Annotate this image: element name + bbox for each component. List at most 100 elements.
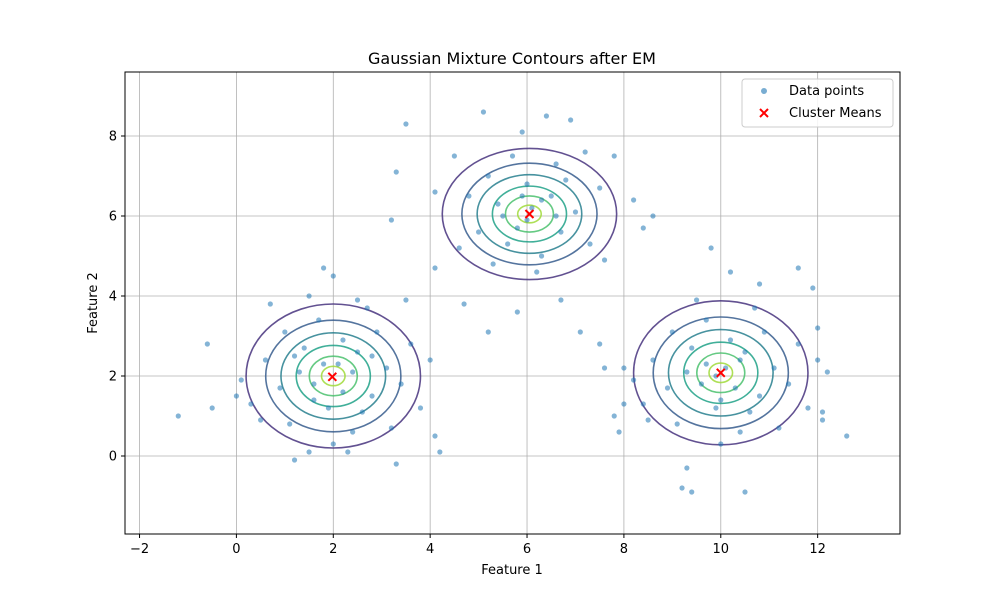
data-point — [621, 401, 627, 407]
data-point — [238, 377, 244, 383]
data-point — [601, 257, 608, 263]
y-tick-label: 8 — [109, 130, 117, 145]
contour-line — [320, 365, 346, 387]
data-point — [650, 357, 656, 363]
data-point — [810, 285, 816, 291]
data-point — [689, 489, 695, 495]
data-point — [679, 485, 685, 491]
data-point — [456, 245, 462, 251]
data-point — [291, 353, 298, 359]
data-point — [645, 417, 651, 423]
data-point — [398, 381, 404, 387]
data-point — [427, 357, 433, 363]
contour-line — [708, 362, 734, 384]
contour-line — [516, 204, 543, 224]
x-tick-label: 0 — [232, 542, 240, 557]
data-point — [795, 341, 801, 347]
data-point — [640, 225, 646, 231]
data-point — [703, 361, 709, 367]
data-point — [287, 421, 293, 427]
data-point — [693, 297, 700, 303]
data-point — [597, 341, 603, 347]
y-axis-label: Feature 2 — [86, 272, 101, 334]
data-point — [674, 421, 680, 427]
contour-line — [504, 195, 555, 233]
data-point — [485, 173, 491, 179]
data-point — [393, 461, 399, 467]
data-point — [742, 349, 748, 355]
contour-line — [696, 352, 746, 394]
data-point — [514, 309, 520, 315]
data-point — [514, 225, 520, 231]
data-point — [388, 217, 395, 223]
data-point — [209, 405, 215, 411]
x-tick-label: −2 — [130, 542, 149, 557]
contour-line — [308, 355, 359, 397]
data-point — [403, 121, 409, 127]
data-point — [543, 113, 550, 119]
x-axis-label: Feature 1 — [481, 563, 543, 578]
data-point — [490, 261, 496, 267]
data-point — [805, 405, 811, 411]
data-point — [204, 341, 210, 347]
data-point — [369, 353, 375, 359]
data-point — [785, 381, 792, 387]
contour-line — [245, 303, 422, 449]
data-point — [354, 297, 361, 303]
data-point — [248, 401, 254, 407]
data-point — [335, 361, 341, 367]
x-tick-label: 2 — [329, 542, 337, 557]
data-point — [756, 393, 763, 399]
legend-marker-cluster-means — [759, 108, 769, 118]
data-point — [756, 281, 763, 287]
data-point — [708, 245, 714, 251]
data-point — [509, 153, 516, 159]
data-point — [461, 301, 467, 307]
data-point — [640, 401, 646, 407]
data-point — [737, 357, 743, 363]
contour-line — [461, 162, 598, 266]
data-point — [630, 377, 637, 383]
data-point — [558, 229, 564, 235]
data-point — [437, 449, 443, 455]
data-points — [175, 109, 850, 495]
y-tick-label: 0 — [109, 450, 117, 465]
data-point — [568, 117, 574, 123]
data-point — [320, 361, 327, 367]
data-point — [432, 189, 438, 195]
data-point — [316, 317, 322, 323]
chart-title: Gaussian Mixture Contours after EM — [368, 49, 656, 68]
data-point — [350, 429, 356, 435]
data-point — [732, 385, 738, 391]
plot-frame — [124, 71, 901, 535]
cluster-means — [327, 209, 726, 382]
data-point — [524, 217, 530, 223]
data-point — [819, 417, 826, 423]
data-point — [819, 409, 826, 415]
data-point — [597, 185, 603, 191]
data-point — [761, 329, 767, 335]
data-point — [752, 305, 758, 311]
data-point — [630, 197, 637, 203]
data-point — [529, 205, 535, 211]
data-point — [383, 365, 390, 371]
data-point — [325, 405, 332, 411]
data-point — [703, 317, 709, 323]
data-point — [669, 329, 675, 335]
data-point — [340, 337, 346, 343]
data-point — [277, 385, 283, 391]
data-point — [538, 197, 545, 203]
data-point — [500, 213, 506, 219]
data-point — [587, 241, 593, 247]
data-point — [577, 329, 583, 335]
contours — [245, 147, 809, 449]
data-point — [689, 345, 695, 351]
data-point — [713, 405, 719, 411]
data-point — [611, 413, 617, 419]
data-point — [359, 409, 365, 415]
data-point — [698, 381, 705, 387]
data-point — [388, 425, 395, 431]
contour-line — [295, 344, 372, 408]
data-point — [408, 341, 414, 347]
data-point — [815, 357, 821, 363]
